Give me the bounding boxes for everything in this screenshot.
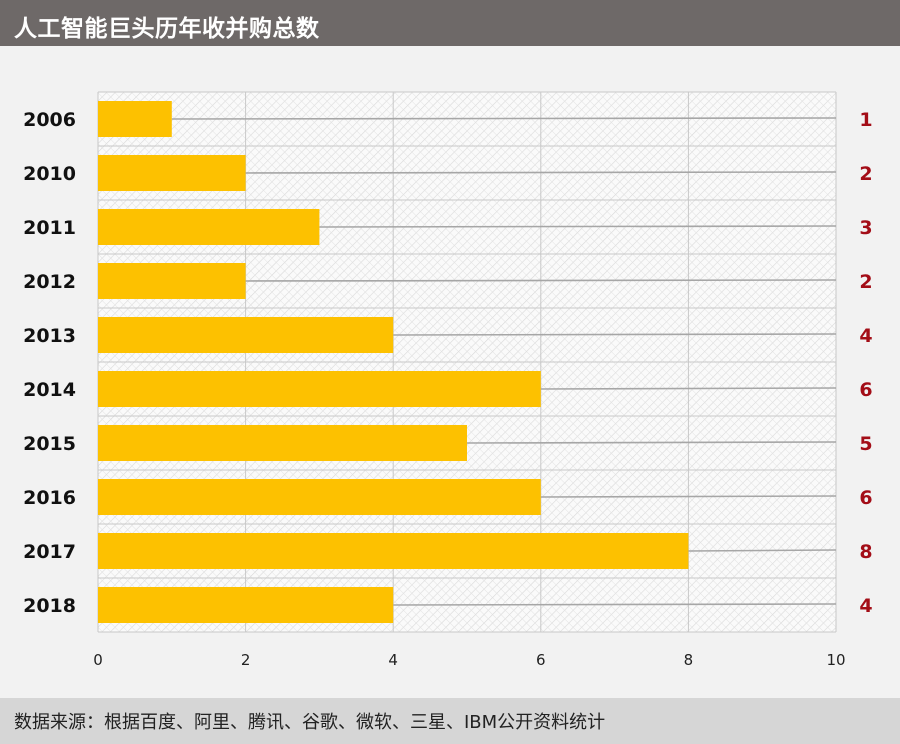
- bar-2011: [98, 209, 320, 245]
- x-tick-label: 0: [93, 651, 103, 669]
- category-label: 2015: [23, 433, 76, 455]
- value-labels: 1 2 3 2 4 6 5 6 8 4: [859, 109, 872, 617]
- bar-2012: [98, 263, 246, 299]
- leader-line: [171, 117, 837, 120]
- leader-line: [540, 495, 837, 498]
- bar-chart: 2006201020112012201320142015201620172018…: [23, 91, 873, 669]
- category-label: 2006: [23, 109, 76, 131]
- leader-line: [393, 333, 837, 336]
- leader-line: [245, 279, 837, 282]
- leader-line: [393, 603, 837, 606]
- bar-2013: [98, 317, 394, 353]
- chart-footer: 数据来源：根据百度、阿里、腾讯、谷歌、微软、三星、IBM公开资料统计: [0, 698, 900, 744]
- category-label: 2013: [23, 325, 76, 347]
- category-label: 2016: [23, 487, 76, 509]
- x-tick-label: 4: [388, 651, 398, 669]
- chart-header: 人工智能巨头历年收并购总数: [0, 0, 900, 46]
- value-label: 1: [859, 109, 872, 131]
- bar-2010: [98, 155, 246, 191]
- bars: [98, 101, 837, 623]
- category-labels: 2006 2010 2011 2012 2013 2014 2015 2016 2017 2018: [23, 109, 76, 617]
- bar-2017: [98, 533, 689, 569]
- value-label: 4: [859, 325, 872, 347]
- category-label: 2018: [23, 595, 76, 617]
- category-label: 2011: [23, 217, 76, 239]
- category-label: 2014: [23, 379, 76, 401]
- leader-line: [688, 549, 837, 552]
- category-label: 2017: [23, 541, 76, 563]
- leader-line: [540, 387, 837, 390]
- leader-line: [245, 171, 837, 174]
- value-label: 4: [859, 595, 872, 617]
- bar-2015: [98, 425, 467, 461]
- category-label: 2012: [23, 271, 76, 293]
- bar-2014: [98, 371, 541, 407]
- leader-line: [319, 225, 837, 228]
- x-tick-label: 6: [536, 651, 546, 669]
- x-tick-label: 8: [684, 651, 694, 669]
- x-tick-label: 10: [826, 651, 845, 669]
- value-label: 3: [859, 217, 872, 239]
- category-label: 2010: [23, 163, 76, 185]
- chart-title: 人工智能巨头历年收并购总数: [14, 16, 320, 42]
- bar-2018: [98, 587, 394, 623]
- value-label: 2: [859, 271, 872, 293]
- bar-2006: [98, 101, 172, 137]
- source-note: 数据来源：根据百度、阿里、腾讯、谷歌、微软、三星、IBM公开资料统计: [14, 712, 606, 733]
- value-label: 5: [859, 433, 872, 455]
- x-axis-ticks: 0 2 4 6 8 10: [93, 651, 845, 669]
- value-label: 6: [859, 379, 872, 401]
- leader-line: [466, 441, 837, 444]
- value-label: 2: [859, 163, 872, 185]
- x-tick-label: 2: [241, 651, 251, 669]
- bar-2016: [98, 479, 541, 515]
- value-label: 6: [859, 487, 872, 509]
- value-label: 8: [859, 541, 872, 563]
